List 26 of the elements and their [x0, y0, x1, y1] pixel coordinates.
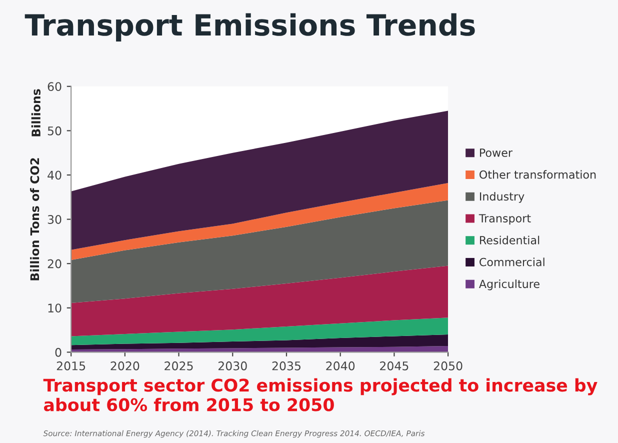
chart-title: Transport Emissions Trends	[24, 13, 475, 42]
y-tick-label: 30	[48, 215, 62, 224]
text: Billions	[31, 89, 41, 136]
y-tick-label: 50	[48, 126, 62, 136]
y-tick-label: 60	[48, 82, 62, 92]
text: Transport sector CO2 emissions projected to increase by about 60% from 2015 to 2050	[43, 378, 598, 412]
legend-label: Agriculture	[479, 280, 540, 290]
x-tick-label: 2015	[56, 361, 86, 370]
y-tick-label: 40	[48, 170, 62, 180]
y-axis-title: Billion Tons of CO2	[30, 158, 40, 280]
legend-label: Other transformation	[480, 170, 596, 179]
x-tick-label: 2040	[326, 361, 355, 370]
y-tick-label: 0	[55, 348, 62, 357]
x-tick-label: 2030	[218, 361, 247, 370]
x-tick-label: 2020	[110, 361, 140, 370]
legend-label: Industry	[480, 192, 524, 203]
x-tick-label: 2050	[434, 361, 462, 370]
legend-label: Power	[480, 148, 513, 157]
y-tick-label: 20	[48, 259, 62, 268]
legend-label: Commercial	[480, 258, 544, 266]
y-tick-label: 10	[48, 304, 62, 313]
legend-label: Residential	[480, 236, 540, 244]
x-tick-label: 2045	[380, 361, 408, 370]
x-tick-label: 2035	[272, 361, 300, 370]
x-tick-label: 2025	[164, 361, 193, 370]
legend-label: Transport	[478, 214, 531, 225]
